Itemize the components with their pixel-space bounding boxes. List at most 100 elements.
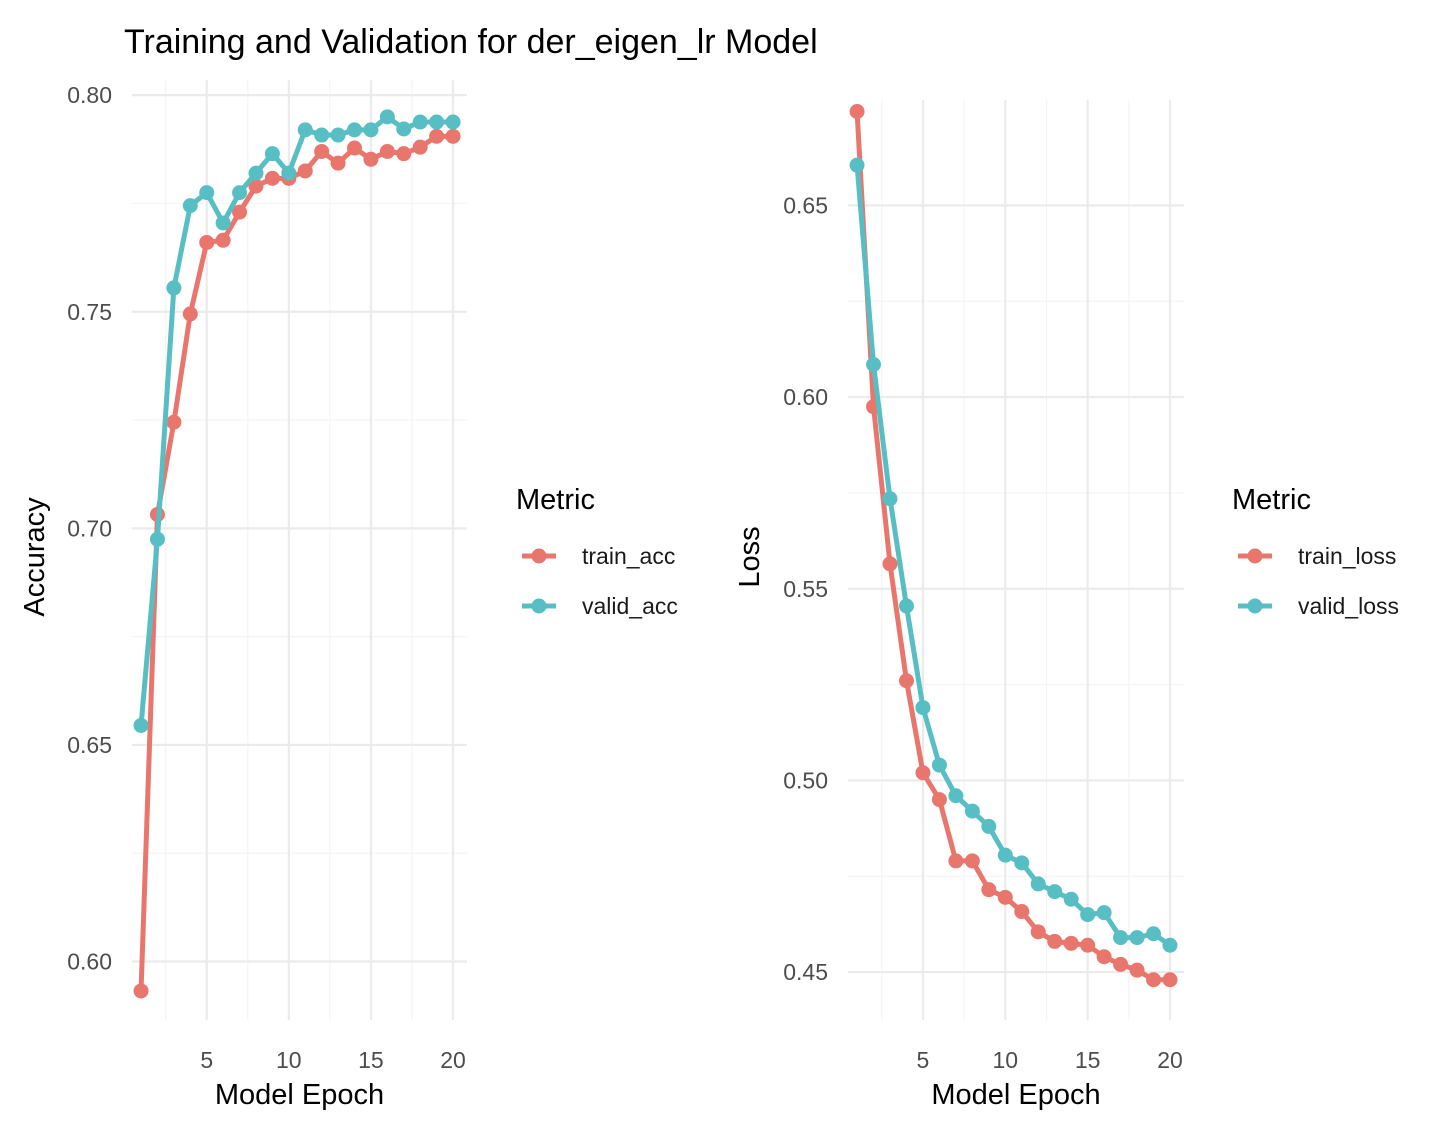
data-point-valid_acc [133, 717, 149, 733]
x-tick-label: 5 [200, 1047, 213, 1073]
data-point-valid_acc [264, 146, 280, 162]
data-point-valid_loss [1129, 930, 1145, 946]
data-point-train_loss [964, 853, 980, 869]
data-point-train_loss [1113, 956, 1129, 972]
data-point-train_loss [931, 792, 947, 808]
data-point-valid_acc [297, 122, 313, 138]
data-point-train_acc [363, 151, 379, 167]
x-tick-label: 20 [1157, 1047, 1183, 1073]
x-tick-label: 15 [358, 1047, 384, 1073]
legend: Metric train_acc valid_acc [516, 484, 678, 619]
y-tick-label: 0.50 [783, 767, 828, 793]
data-point-valid_loss [866, 357, 882, 372]
data-point-valid_acc [379, 109, 395, 125]
data-point-train_acc [396, 146, 412, 162]
data-point-train_loss [1063, 935, 1079, 951]
data-point-valid_loss [931, 757, 947, 773]
x-tick-label: 20 [440, 1047, 466, 1073]
data-point-valid_acc [149, 531, 165, 547]
data-point-train_loss [1129, 962, 1145, 978]
data-point-valid_acc [314, 127, 330, 143]
data-point-valid_loss [1146, 926, 1162, 942]
data-point-train_loss [1096, 949, 1112, 965]
data-point-train_loss [882, 556, 898, 572]
legend-label: train_loss [1298, 543, 1396, 569]
panel-1: 0.60 0.65 0.70 0.75 0.80 5 10 15 20 Model Epoch Ac… [19, 80, 678, 1111]
data-point-train_acc [248, 178, 264, 194]
data-point-valid_loss [1113, 930, 1129, 946]
data-point-valid_loss [948, 788, 964, 804]
x-tick-label: 15 [1075, 1047, 1101, 1073]
data-point-train_acc [232, 204, 248, 220]
panel-2: 0.45 0.50 0.55 0.60 0.65 5 10 15 20 Model Epoch Lo… [734, 100, 1399, 1111]
y-axis-title: Accuracy [19, 497, 51, 617]
chart-title: Training and Validation for der_eigen_lr… [124, 23, 818, 61]
y-tick-label: 0.45 [783, 959, 828, 985]
data-point-train_loss [1080, 937, 1096, 953]
y-tick-label: 0.65 [783, 192, 828, 218]
data-point-train_acc [314, 143, 330, 159]
legend-key-point [531, 548, 547, 564]
data-point-valid_loss [915, 700, 931, 716]
data-point-valid_acc [330, 127, 346, 143]
legend-label: train_acc [582, 543, 675, 569]
data-point-valid_loss [1162, 937, 1178, 953]
y-tick-label: 0.55 [783, 576, 828, 602]
data-point-valid_loss [1030, 876, 1046, 892]
x-tick-label: 5 [917, 1047, 930, 1073]
data-point-valid_acc [248, 165, 264, 181]
data-point-train_loss [997, 889, 1013, 905]
y-tick-label: 0.60 [67, 949, 112, 975]
data-point-valid_acc [445, 114, 461, 130]
data-point-train_loss [948, 853, 964, 869]
data-point-train_acc [330, 155, 346, 171]
data-point-train_acc [412, 139, 428, 155]
data-point-train_loss [1146, 972, 1162, 988]
data-point-train_acc [199, 234, 215, 250]
data-point-train_loss [1162, 972, 1178, 988]
x-tick-label: 10 [276, 1047, 302, 1073]
data-point-train_acc [297, 163, 313, 179]
data-point-valid_loss [898, 598, 914, 614]
legend-key-point [1247, 598, 1263, 614]
data-point-train_loss [981, 882, 997, 898]
data-point-train_acc [264, 170, 280, 186]
data-point-valid_loss [849, 157, 865, 173]
data-point-valid_loss [1096, 905, 1112, 921]
data-point-train_loss [1014, 904, 1030, 920]
y-axis-title: Loss [734, 526, 766, 587]
data-point-valid_loss [997, 847, 1013, 863]
data-point-valid_acc [281, 165, 297, 181]
data-point-valid_loss [964, 803, 980, 819]
legend-label: valid_acc [582, 593, 678, 619]
data-point-valid_acc [199, 185, 215, 201]
data-point-valid_acc [429, 114, 445, 130]
y-tick-label: 0.80 [67, 82, 112, 108]
data-point-train_loss [1030, 924, 1046, 940]
legend-title: Metric [516, 484, 595, 516]
data-point-train_acc [347, 140, 363, 156]
data-point-train_loss [915, 765, 931, 781]
x-axis-title: Model Epoch [931, 1079, 1100, 1111]
x-axis-title: Model Epoch [215, 1079, 384, 1111]
data-point-train_loss [849, 104, 865, 119]
data-point-valid_acc [347, 122, 363, 138]
data-point-valid_acc [363, 122, 379, 138]
data-point-valid_acc [232, 185, 248, 201]
data-point-valid_loss [1047, 884, 1063, 900]
data-point-valid_acc [396, 121, 412, 137]
data-point-valid_acc [166, 280, 182, 296]
y-tick-label: 0.60 [783, 384, 828, 410]
y-tick-label: 0.75 [67, 299, 112, 325]
legend: Metric train_loss valid_loss [1232, 484, 1399, 619]
data-point-valid_acc [412, 114, 428, 130]
data-point-valid_acc [215, 215, 231, 231]
data-point-train_acc [133, 983, 149, 999]
legend-key-point [531, 598, 547, 614]
data-point-train_acc [429, 128, 445, 144]
data-point-train_loss [1047, 933, 1063, 949]
data-point-valid_loss [882, 491, 898, 507]
x-tick-label: 10 [992, 1047, 1018, 1073]
